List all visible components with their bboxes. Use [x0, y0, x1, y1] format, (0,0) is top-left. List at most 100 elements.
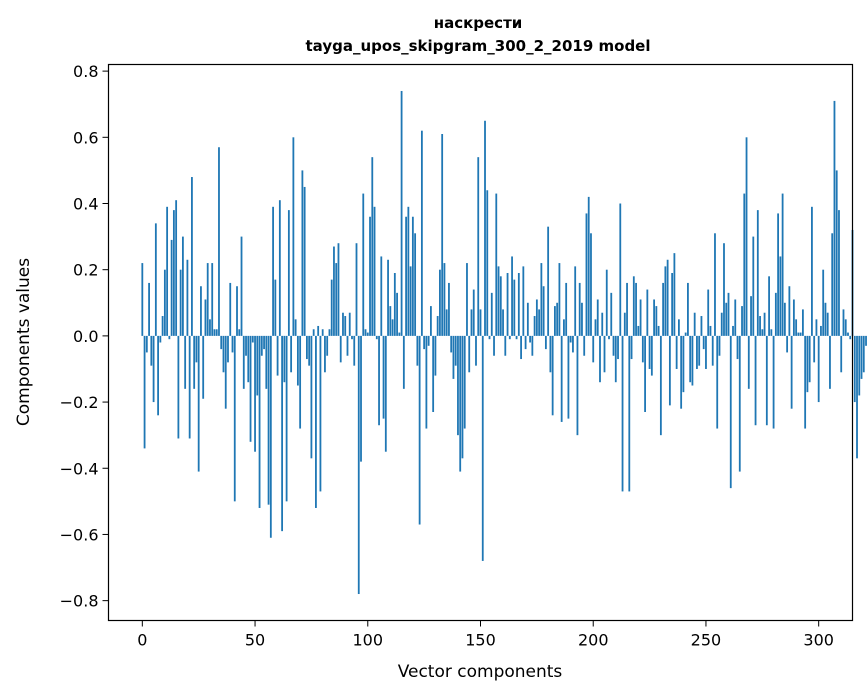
bar	[339, 335, 342, 363]
bar	[159, 335, 162, 343]
bar	[393, 273, 396, 336]
bar	[804, 335, 807, 429]
bar	[716, 335, 719, 429]
bar	[747, 335, 750, 389]
bar	[157, 335, 160, 416]
bar	[761, 329, 764, 336]
chart-title: наскрести	[434, 14, 523, 32]
bar	[398, 332, 401, 336]
bar	[357, 335, 360, 595]
bar	[240, 236, 243, 336]
bar	[556, 302, 559, 336]
bar	[188, 335, 191, 439]
bar	[689, 335, 692, 383]
bar	[578, 282, 581, 336]
bar	[801, 309, 804, 336]
bar	[366, 332, 369, 336]
bar	[457, 335, 459, 436]
y-tick-label: −0.2	[60, 393, 99, 412]
bar	[587, 196, 590, 336]
bar	[254, 335, 256, 452]
bar	[418, 335, 421, 525]
bar	[175, 200, 178, 336]
bar	[328, 329, 331, 336]
bar	[247, 335, 250, 383]
bar	[599, 335, 601, 383]
bar	[511, 256, 513, 336]
bar	[535, 299, 538, 336]
bar	[278, 200, 281, 336]
bar	[391, 319, 394, 336]
bar	[820, 325, 822, 336]
bar	[141, 263, 144, 336]
bar	[750, 296, 752, 336]
bar	[585, 213, 588, 336]
bar	[581, 302, 583, 336]
bar	[612, 335, 615, 356]
bar	[853, 335, 856, 403]
bar	[172, 210, 175, 336]
bar	[698, 335, 701, 366]
bar	[256, 335, 259, 396]
bar	[547, 226, 550, 336]
bar	[301, 170, 304, 336]
bar	[274, 279, 277, 336]
bar	[486, 190, 489, 336]
x-tick-label: 250	[691, 631, 722, 650]
bar	[317, 325, 320, 336]
bar	[470, 309, 473, 336]
bar	[650, 335, 653, 376]
y-tick-label: −0.8	[60, 592, 99, 611]
bar	[407, 206, 410, 336]
bar	[360, 335, 362, 462]
y-tick-label: 0.0	[73, 327, 98, 346]
bar	[439, 269, 441, 336]
bar	[405, 216, 408, 336]
bar	[838, 210, 840, 336]
bar	[671, 273, 674, 336]
bar	[768, 276, 770, 336]
bar	[396, 292, 398, 336]
bar	[258, 335, 261, 508]
bar	[813, 335, 816, 363]
bar	[745, 137, 748, 336]
bar	[714, 233, 716, 336]
bar	[829, 335, 831, 389]
bar	[227, 335, 229, 363]
bar	[342, 312, 344, 336]
bar	[517, 273, 520, 336]
bar	[181, 236, 184, 336]
bar	[355, 243, 358, 336]
bar	[197, 335, 200, 472]
bar	[592, 335, 595, 363]
bar	[472, 289, 475, 336]
bar	[628, 335, 631, 492]
bar	[560, 335, 563, 422]
bar	[315, 335, 317, 508]
x-tick-label: 300	[803, 631, 834, 650]
bar	[238, 329, 241, 336]
bar	[265, 335, 268, 389]
bar	[186, 259, 189, 336]
bar	[310, 335, 313, 459]
bar	[200, 286, 202, 336]
bar	[353, 335, 356, 366]
bar	[292, 137, 295, 336]
bar	[166, 206, 169, 336]
bar	[285, 335, 288, 502]
bar	[191, 177, 193, 336]
bar	[423, 335, 426, 350]
x-tick-label: 100	[352, 631, 383, 650]
y-tick-label: −0.4	[60, 459, 99, 478]
bar	[502, 309, 504, 336]
bar	[705, 335, 707, 369]
bar	[506, 273, 509, 336]
bar	[675, 335, 678, 369]
bar	[409, 266, 412, 336]
bar	[858, 335, 861, 396]
bar	[308, 335, 311, 366]
bar	[184, 335, 187, 389]
bar	[495, 193, 498, 336]
bar	[723, 243, 725, 336]
bar	[429, 306, 432, 336]
